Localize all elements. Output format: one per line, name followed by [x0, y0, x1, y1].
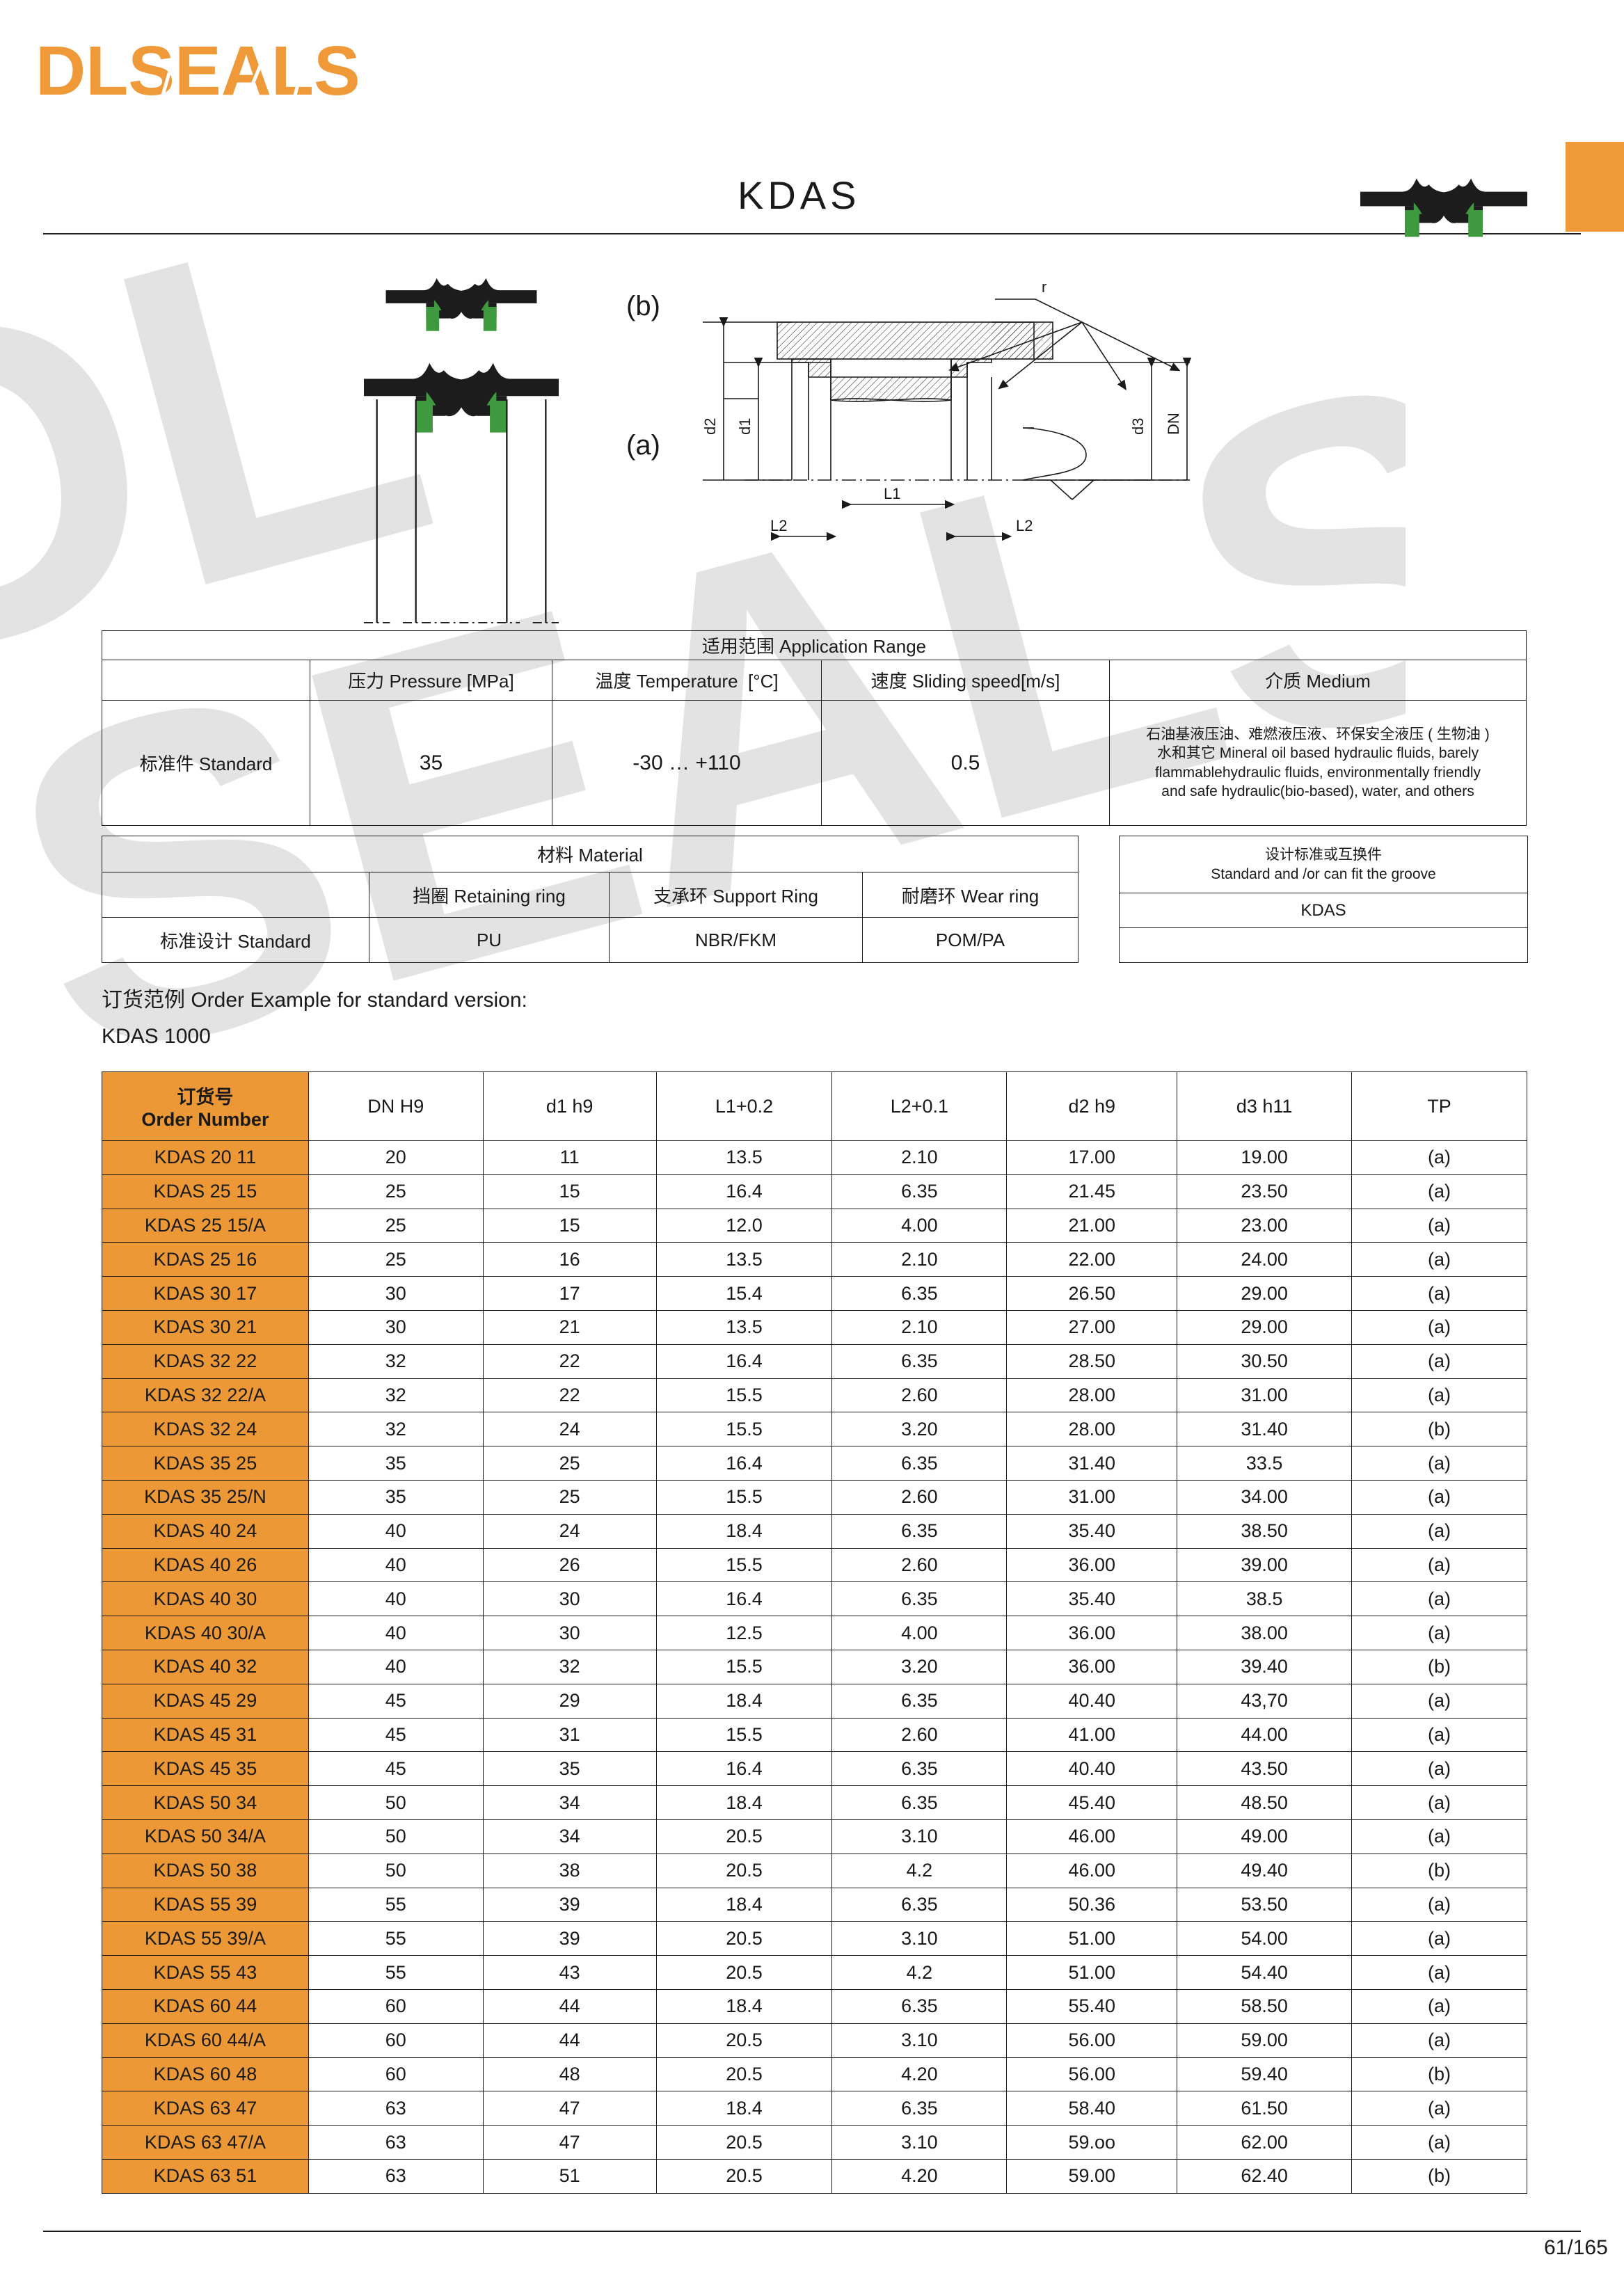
svg-text:L2: L2 — [1016, 517, 1033, 534]
svg-text:DLSEALS: DLSEALS — [38, 33, 360, 110]
svg-text:r: r — [1042, 278, 1046, 296]
svg-text:d1: d1 — [736, 418, 754, 435]
svg-text:L2: L2 — [770, 517, 787, 534]
svg-text:d3: d3 — [1129, 418, 1147, 435]
svg-text:d2: d2 — [703, 418, 719, 435]
svg-text:L1: L1 — [884, 485, 900, 502]
svg-text:DN: DN — [1165, 413, 1182, 435]
